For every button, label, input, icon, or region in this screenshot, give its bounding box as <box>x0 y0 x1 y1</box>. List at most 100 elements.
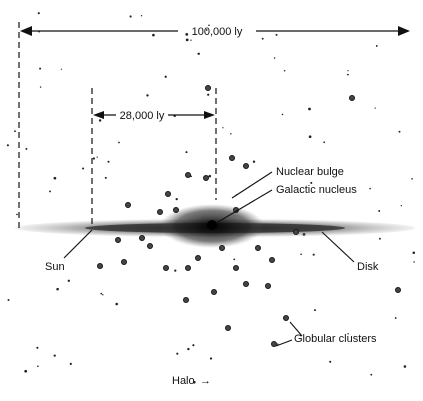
halo-star <box>140 15 143 17</box>
halo-star <box>146 94 149 97</box>
globular-cluster <box>97 262 104 269</box>
halo-star <box>207 93 210 96</box>
bulge-diameter-dimension: 28,000 ly <box>91 88 217 228</box>
halo-star <box>308 107 311 111</box>
galaxy-arrow-left <box>20 26 32 36</box>
halo-star <box>222 127 224 129</box>
globular-cluster <box>138 234 145 241</box>
halo-star <box>100 292 103 295</box>
halo-star <box>37 365 39 367</box>
halo-star <box>192 380 196 384</box>
halo-star <box>82 167 85 170</box>
halo-label: Halo <box>172 375 195 387</box>
globular-cluster <box>218 244 225 251</box>
globular-cluster <box>264 282 271 289</box>
halo-star <box>7 299 10 301</box>
halo-star <box>275 33 278 36</box>
halo-star <box>14 130 16 133</box>
halo-star <box>208 24 210 27</box>
halo-star <box>205 29 208 31</box>
halo-star <box>411 178 413 180</box>
halo-star <box>37 12 40 15</box>
halo-arrow-icon: → <box>200 375 211 387</box>
bulge-arrow-right <box>204 111 215 119</box>
globular-cluster <box>210 288 217 295</box>
globular-cluster <box>164 190 171 197</box>
halo-star <box>53 176 57 180</box>
halo-star <box>273 57 276 59</box>
globular-cluster <box>268 256 275 263</box>
halo-star <box>400 204 402 207</box>
nuclear-bulge-leader <box>231 171 273 199</box>
halo-star <box>49 190 51 193</box>
halo-star <box>329 360 332 363</box>
halo-star <box>174 269 177 272</box>
globular-clusters-label: Globular clusters <box>294 333 377 345</box>
halo-star <box>314 309 316 312</box>
halo-star <box>176 352 179 355</box>
globular-cluster <box>156 208 163 215</box>
halo-star <box>192 344 195 347</box>
globular-cluster <box>224 324 231 331</box>
globular-cluster <box>202 174 209 181</box>
globular-cluster <box>115 236 122 243</box>
halo-star <box>60 68 63 70</box>
halo-star <box>252 160 256 163</box>
bulge-diameter-label: 28,000 ly <box>120 110 165 122</box>
globular-clusters-group <box>97 85 401 347</box>
halo-star <box>16 213 18 216</box>
halo-star <box>185 151 188 154</box>
globular-cluster <box>182 296 189 303</box>
halo-star <box>98 119 102 122</box>
globular-cluster <box>184 264 191 271</box>
galaxy-arrow-right <box>398 26 410 36</box>
halo-star <box>115 302 118 306</box>
globular-cluster <box>184 171 191 178</box>
halo-star <box>39 86 42 88</box>
halo-star <box>281 113 284 116</box>
globular-cluster <box>254 244 261 251</box>
halo-stars <box>6 12 416 384</box>
halo-star <box>102 294 104 296</box>
halo-star <box>187 347 190 351</box>
halo-star <box>394 317 397 319</box>
halo-star <box>347 70 349 72</box>
globular-cluster <box>242 162 249 169</box>
globular-cluster <box>146 242 153 249</box>
halo-star <box>230 133 232 135</box>
halo-star <box>36 346 39 349</box>
galaxy-diameter-label: 100,000 ly <box>192 26 243 38</box>
halo-star <box>53 354 56 357</box>
halo-star <box>96 156 98 158</box>
halo-star <box>67 279 70 282</box>
halo-star <box>310 181 313 184</box>
halo-star <box>374 107 376 109</box>
halo-star <box>197 52 200 56</box>
globular-cluster <box>172 206 179 213</box>
halo-star <box>208 174 212 178</box>
halo-star <box>308 135 312 139</box>
globular-cluster <box>121 258 128 265</box>
halo-star <box>347 333 349 335</box>
globular-cluster <box>242 280 249 287</box>
halo-star <box>152 33 155 37</box>
galactic-nucleus-leader <box>217 189 273 223</box>
halo-star <box>312 253 315 256</box>
halo-star <box>300 253 302 256</box>
globular-cluster <box>270 340 277 347</box>
globular-cluster <box>204 85 211 92</box>
bulge-arrow-left <box>93 111 104 119</box>
halo-star <box>412 251 416 254</box>
halo-star <box>347 73 349 76</box>
leader-lines <box>63 171 355 347</box>
sun-leader <box>63 229 93 259</box>
halo-star <box>233 258 236 261</box>
halo-star <box>261 37 264 40</box>
globular-cluster <box>194 254 201 261</box>
halo-star <box>276 343 279 345</box>
halo-star <box>56 287 59 291</box>
halo-star <box>25 147 28 150</box>
globular-cluster <box>162 264 169 271</box>
halo-star <box>39 67 42 70</box>
